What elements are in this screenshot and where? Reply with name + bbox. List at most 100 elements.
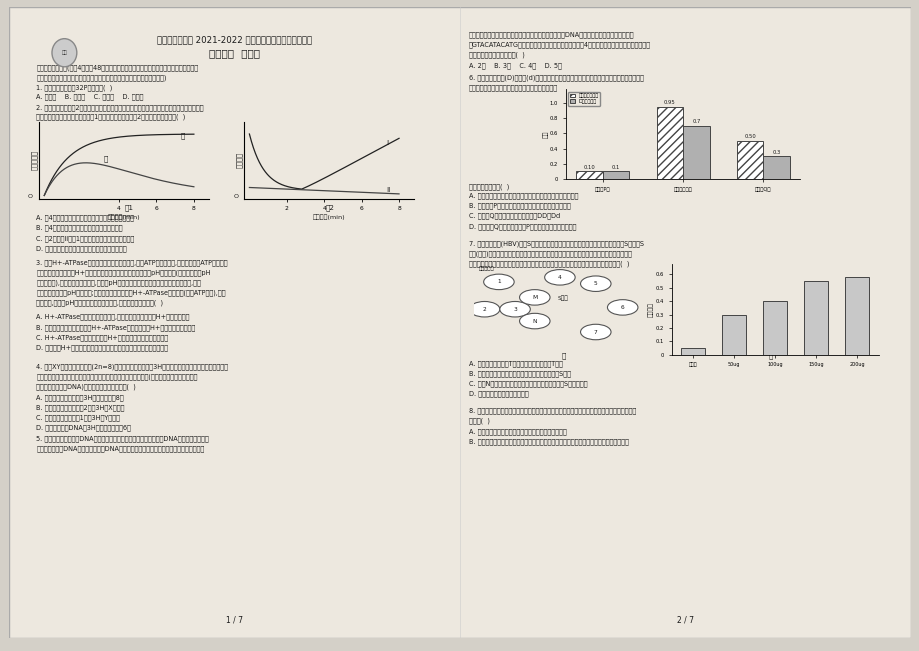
Bar — [680, 348, 704, 355]
Text: 2: 2 — [482, 307, 486, 312]
Circle shape — [519, 313, 550, 329]
Text: 0.10: 0.10 — [584, 165, 595, 170]
Text: A. 图甲中细胞和均是T细胞，细胞是指靶特异T细胞: A. 图甲中细胞和均是T细胞，细胞是指靶特异T细胞 — [469, 360, 562, 367]
Text: 轮细胞周期，将所得子细胞全部转移至普通培养基中完成减数分裂(不考虑染色体片段交换、实: 轮细胞周期，将所得子细胞全部转移至普通培养基中完成减数分裂(不考虑染色体片段交换… — [36, 373, 198, 380]
Text: 照射蓝光后溶液的pH明显降低;另一组先在溶液中加入H+-ATPase的抑制剂(抑制ATP水解),再用: 照射蓝光后溶液的pH明显降低;另一组先在溶液中加入H+-ATPase的抑制剂(抑… — [36, 289, 225, 296]
Text: A. 草盛豆苗稀和朝耕相争表明了竞争可以影响种群数量: A. 草盛豆苗稀和朝耕相争表明了竞争可以影响种群数量 — [469, 428, 566, 435]
Text: 图2: 图2 — [325, 204, 335, 211]
Text: O: O — [28, 194, 33, 199]
Text: 液中，观察细胞失水量的变化如图1，液泡直径的变化如图2，下列叙述正确的是(  ): 液中，观察细胞失水量的变化如图1，液泡直径的变化如图2，下列叙述正确的是( ) — [36, 114, 186, 120]
Text: B. 与浅色岩P区相比，深色络岩库区藏鼠的杂合体频率低: B. 与浅色岩P区相比，深色络岩库区藏鼠的杂合体频率低 — [469, 202, 570, 210]
Text: 1 / 7: 1 / 7 — [226, 616, 243, 625]
Text: D. 图乙可用空基因载体作对照组: D. 图乙可用空基因载体作对照组 — [469, 391, 528, 397]
Bar — [845, 277, 868, 355]
Text: A. 深色藏鼠与浅色藏鼠在不同区域的分布现状受自然选择影响: A. 深色藏鼠与浅色藏鼠在不同区域的分布现状受自然选择影响 — [469, 193, 578, 199]
Text: 3: 3 — [513, 307, 516, 312]
Text: 7. 编码乙肝病毒(HBV)表面S蛋白的基因疫苗，被小白鼠骨髓肌细胞吸收后可表达出S蛋白，S: 7. 编码乙肝病毒(HBV)表面S蛋白的基因疫苗，被小白鼠骨髓肌细胞吸收后可表达… — [469, 241, 643, 247]
Text: O: O — [233, 194, 238, 199]
Text: D. 溶液中的H+不能通过自由扩散的方式通过保卫细胞质膜进入保卫细胞: D. 溶液中的H+不能通过自由扩散的方式通过保卫细胞质膜进入保卫细胞 — [36, 344, 168, 351]
Text: M: M — [532, 295, 537, 300]
Y-axis label: 液泡直径: 液泡直径 — [235, 152, 242, 168]
Text: B. 蓝光通过保卫细胞质膜上的H+-ATPase发挥作用导致H+逆浓度梯度跨膜运输: B. 蓝光通过保卫细胞质膜上的H+-ATPase发挥作用导致H+逆浓度梯度跨膜运… — [36, 324, 195, 331]
Text: 链终结，若链接上的是双脱氧核苷酸，子链延伸终结，在DNA人工合成体系中，有适量的序列: 链终结，若链接上的是双脱氧核苷酸，子链延伸终结，在DNA人工合成体系中，有适量的… — [469, 32, 634, 38]
Text: A. 一个初级精母细胞中含3H的染色体共有8条: A. 一个初级精母细胞中含3H的染色体共有8条 — [36, 394, 124, 401]
Text: 0.95: 0.95 — [664, 100, 675, 105]
Text: 乙: 乙 — [104, 156, 108, 162]
Text: 0.7: 0.7 — [691, 119, 699, 124]
Text: D. 该过程形成的DNA含3H的精细胞可能有6个: D. 该过程形成的DNA含3H的精细胞可能有6个 — [36, 424, 131, 431]
Bar — [602, 171, 629, 179]
Text: 0.50: 0.50 — [743, 135, 755, 139]
Y-axis label: 抗体效价: 抗体效价 — [648, 301, 653, 317]
Text: B. 第4分钟后乙溶液中细胞由于失水过多而死亡: B. 第4分钟后乙溶液中细胞由于失水过多而死亡 — [36, 225, 122, 232]
Text: 天津市南开中学 2021-2022 学年度第二学期开学学情调查: 天津市南开中学 2021-2022 学年度第二学期开学学情调查 — [157, 35, 312, 44]
Text: D. 甲、乙两种溶液的浓度不同，溶质种类可能相同: D. 甲、乙两种溶液的浓度不同，溶质种类可能相同 — [36, 245, 127, 252]
Text: C. 一个精细胞中可能有1条含3H的Y染色体: C. 一个精细胞中可能有1条含3H的Y染色体 — [36, 414, 120, 421]
Text: 0.3: 0.3 — [772, 150, 780, 155]
Bar — [763, 301, 786, 355]
Text: 树突状细胞: 树突状细胞 — [479, 266, 494, 271]
Circle shape — [580, 324, 610, 340]
Text: II: II — [386, 187, 390, 193]
Text: 5. 双脱氧核苷酸常用于DNA测序，其结构与脱氧核苷酸相似，能参与DNA的合成，且遵循碱: 5. 双脱氧核苷酸常用于DNA测序，其结构与脱氧核苷酸相似，能参与DNA的合成，… — [36, 435, 209, 442]
Text: C. H+-ATPase逆浓度梯度转运H+所需的能量可由蓝光直接提供: C. H+-ATPase逆浓度梯度转运H+所需的能量可由蓝光直接提供 — [36, 334, 168, 340]
Text: 1. 以下物质中可以用32P标记的是(  ): 1. 以下物质中可以用32P标记的是( ) — [36, 84, 112, 90]
X-axis label: 处理时间(min): 处理时间(min) — [108, 214, 140, 219]
Text: 出的不同长度的子链最多有(  ): 出的不同长度的子链最多有( ) — [469, 52, 524, 59]
Circle shape — [607, 299, 637, 315]
Bar — [656, 107, 682, 179]
Text: C. 图2中曲线II和图1中甲溶液中细胞失水量曲线对应: C. 图2中曲线II和图1中甲溶液中细胞失水量曲线对应 — [36, 235, 134, 242]
Text: D. 与深色岩Q区相比，浅色岩P区藏鼠的雌性纯合体频率高: D. 与深色岩Q区相比，浅色岩P区藏鼠的雌性纯合体频率高 — [469, 223, 576, 230]
Text: 误的是(  ): 误的是( ) — [469, 417, 489, 424]
Circle shape — [51, 38, 77, 67]
Bar — [721, 314, 745, 355]
Bar — [576, 171, 602, 179]
Bar — [736, 141, 763, 179]
Circle shape — [544, 270, 574, 285]
Text: 量逆浓度梯度跨膜转运H+。将某植物气孔的保卫细胞悬浮在一定pH的溶液中(假设细胞内的pH: 量逆浓度梯度跨膜转运H+。将某植物气孔的保卫细胞悬浮在一定pH的溶液中(假设细胞… — [36, 269, 210, 275]
Text: 6. 藏鼠的体毛深色(D)对浅色(d)为显性，若毛色与环境差异大则易被天敌捕食，调查不同区域藏: 6. 藏鼠的体毛深色(D)对浅色(d)为显性，若毛色与环境差异大则易被天敌捕食，… — [469, 74, 643, 81]
Y-axis label: 细胞失水量: 细胞失水量 — [30, 150, 37, 170]
Bar — [803, 281, 827, 355]
Text: A. 2种    B. 3种    C. 4种    D. 5种: A. 2种 B. 3种 C. 4种 D. 5种 — [469, 62, 562, 69]
Text: 乙: 乙 — [768, 352, 772, 359]
X-axis label: 处理时间(min): 处理时间(min) — [312, 214, 345, 219]
Text: 下列叙述描述的是(  ): 下列叙述描述的是( ) — [469, 183, 509, 190]
Text: 验误差和细胞凋亡DNA)，下列相关叙述错误的是(  ): 验误差和细胞凋亡DNA)，下列相关叙述错误的是( ) — [36, 383, 136, 390]
Bar — [763, 156, 789, 179]
Text: 甲: 甲 — [561, 352, 565, 359]
Text: N: N — [532, 318, 537, 324]
Text: A. 第4分钟前甲溶液中花瓣细胞的失水速率小于乙溶液: A. 第4分钟前甲溶液中花瓣细胞的失水速率小于乙溶液 — [36, 215, 134, 221]
Text: C. 浅色岩Q区的深色藏鼠的基因型为DD、Dd: C. 浅色岩Q区的深色藏鼠的基因型为DD、Dd — [469, 213, 560, 219]
Circle shape — [483, 274, 514, 290]
Text: 蓝光照射,溶液的pH不变。根据上述实验结果,下列推测不合理的是(  ): 蓝光照射,溶液的pH不变。根据上述实验结果,下列推测不合理的是( ) — [36, 299, 163, 306]
Text: 8. 我国的许多古文、诗词和农谚都蕴藏先辈的智慧，同时也遵循着生物学原理，下列相关叙述错: 8. 我国的许多古文、诗词和农谚都蕴藏先辈的智慧，同时也遵循着生物学原理，下列相… — [469, 408, 636, 414]
Text: 鼠颜色表型频率，检测并计算基因频率，结果如图，: 鼠颜色表型频率，检测并计算基因频率，结果如图， — [469, 84, 558, 90]
Text: 南开: 南开 — [62, 50, 67, 55]
Text: S蛋白: S蛋白 — [558, 296, 568, 301]
Text: B. 射突状细胞的功能是识别和处理抗原，呈递抗原S蛋白: B. 射突状细胞的功能是识别和处理抗原，呈递抗原S蛋白 — [469, 370, 571, 377]
Text: 0.1: 0.1 — [611, 165, 619, 170]
Circle shape — [519, 290, 550, 305]
Text: 求的，每小题选出答案后，请用铅笔把答题卡上对应题目的答案标号涂黑。): 求的，每小题选出答案后，请用铅笔把答题卡上对应题目的答案标号涂黑。) — [36, 74, 166, 81]
Text: 甲: 甲 — [181, 133, 185, 139]
Text: 4: 4 — [558, 275, 562, 280]
Text: A. 核糖糖    B. 氨基酸    C. 胆固醇    D. 丙酮酸: A. 核糖糖 B. 氨基酸 C. 胆固醇 D. 丙酮酸 — [36, 94, 143, 100]
Text: 1: 1 — [496, 279, 500, 284]
Text: 5: 5 — [594, 281, 597, 286]
Text: A. H+-ATPase位于保卫细胞质膜上,蓝光能够刺激细胞内的H+转运到细胞外: A. H+-ATPase位于保卫细胞质膜上,蓝光能够刺激细胞内的H+转运到细胞外 — [36, 314, 189, 320]
Y-axis label: 频率: 频率 — [542, 130, 548, 138]
Text: 2 / 7: 2 / 7 — [676, 616, 693, 625]
Circle shape — [499, 301, 529, 317]
Text: 为GTACATACATG的单链模板，磷酸嘌呤双脱氧核苷酸和4种脱氧核苷酸，以该单链为模板合成: 为GTACATACATG的单链模板，磷酸嘌呤双脱氧核苷酸和4种脱氧核苷酸，以该单… — [469, 42, 651, 48]
Text: 蛋白(抗原)引发一系列的体液免疫和细胞免疫。图甲中数字代表细胞，字母代表生理过程，细胞: 蛋白(抗原)引发一系列的体液免疫和细胞免疫。图甲中数字代表细胞，字母代表生理过程… — [469, 251, 632, 257]
Circle shape — [469, 301, 499, 317]
Text: 6: 6 — [620, 305, 624, 310]
Text: 4. 取某XY型性别决定的动物(2n=8)的一个精原细胞，在含3H标记脱氧嘧啶核苷酸的培养基中完成一: 4. 取某XY型性别决定的动物(2n=8)的一个精原细胞，在含3H标记脱氧嘧啶核… — [36, 363, 228, 370]
Text: B. 一次级精母细胞可能有2条含3H的X染色体: B. 一次级精母细胞可能有2条含3H的X染色体 — [36, 404, 124, 411]
Circle shape — [580, 276, 610, 292]
Text: 高于细胞外),置于暗中一段时间后,溶液的pH不变。再将含有保卫细胞的该溶液分成两组,一组: 高于细胞外),置于暗中一段时间后,溶液的pH不变。再将含有保卫细胞的该溶液分成两… — [36, 279, 201, 286]
Text: 可寄导靶细胞裂解；图乙中抗体效价用衡量免疫效果的数量单位表示，有关分析错误的是(  ): 可寄导靶细胞裂解；图乙中抗体效价用衡量免疫效果的数量单位表示，有关分析错误的是(… — [469, 261, 629, 268]
Text: I: I — [386, 140, 388, 146]
Text: 高三年级  生物学: 高三年级 生物学 — [209, 48, 260, 58]
